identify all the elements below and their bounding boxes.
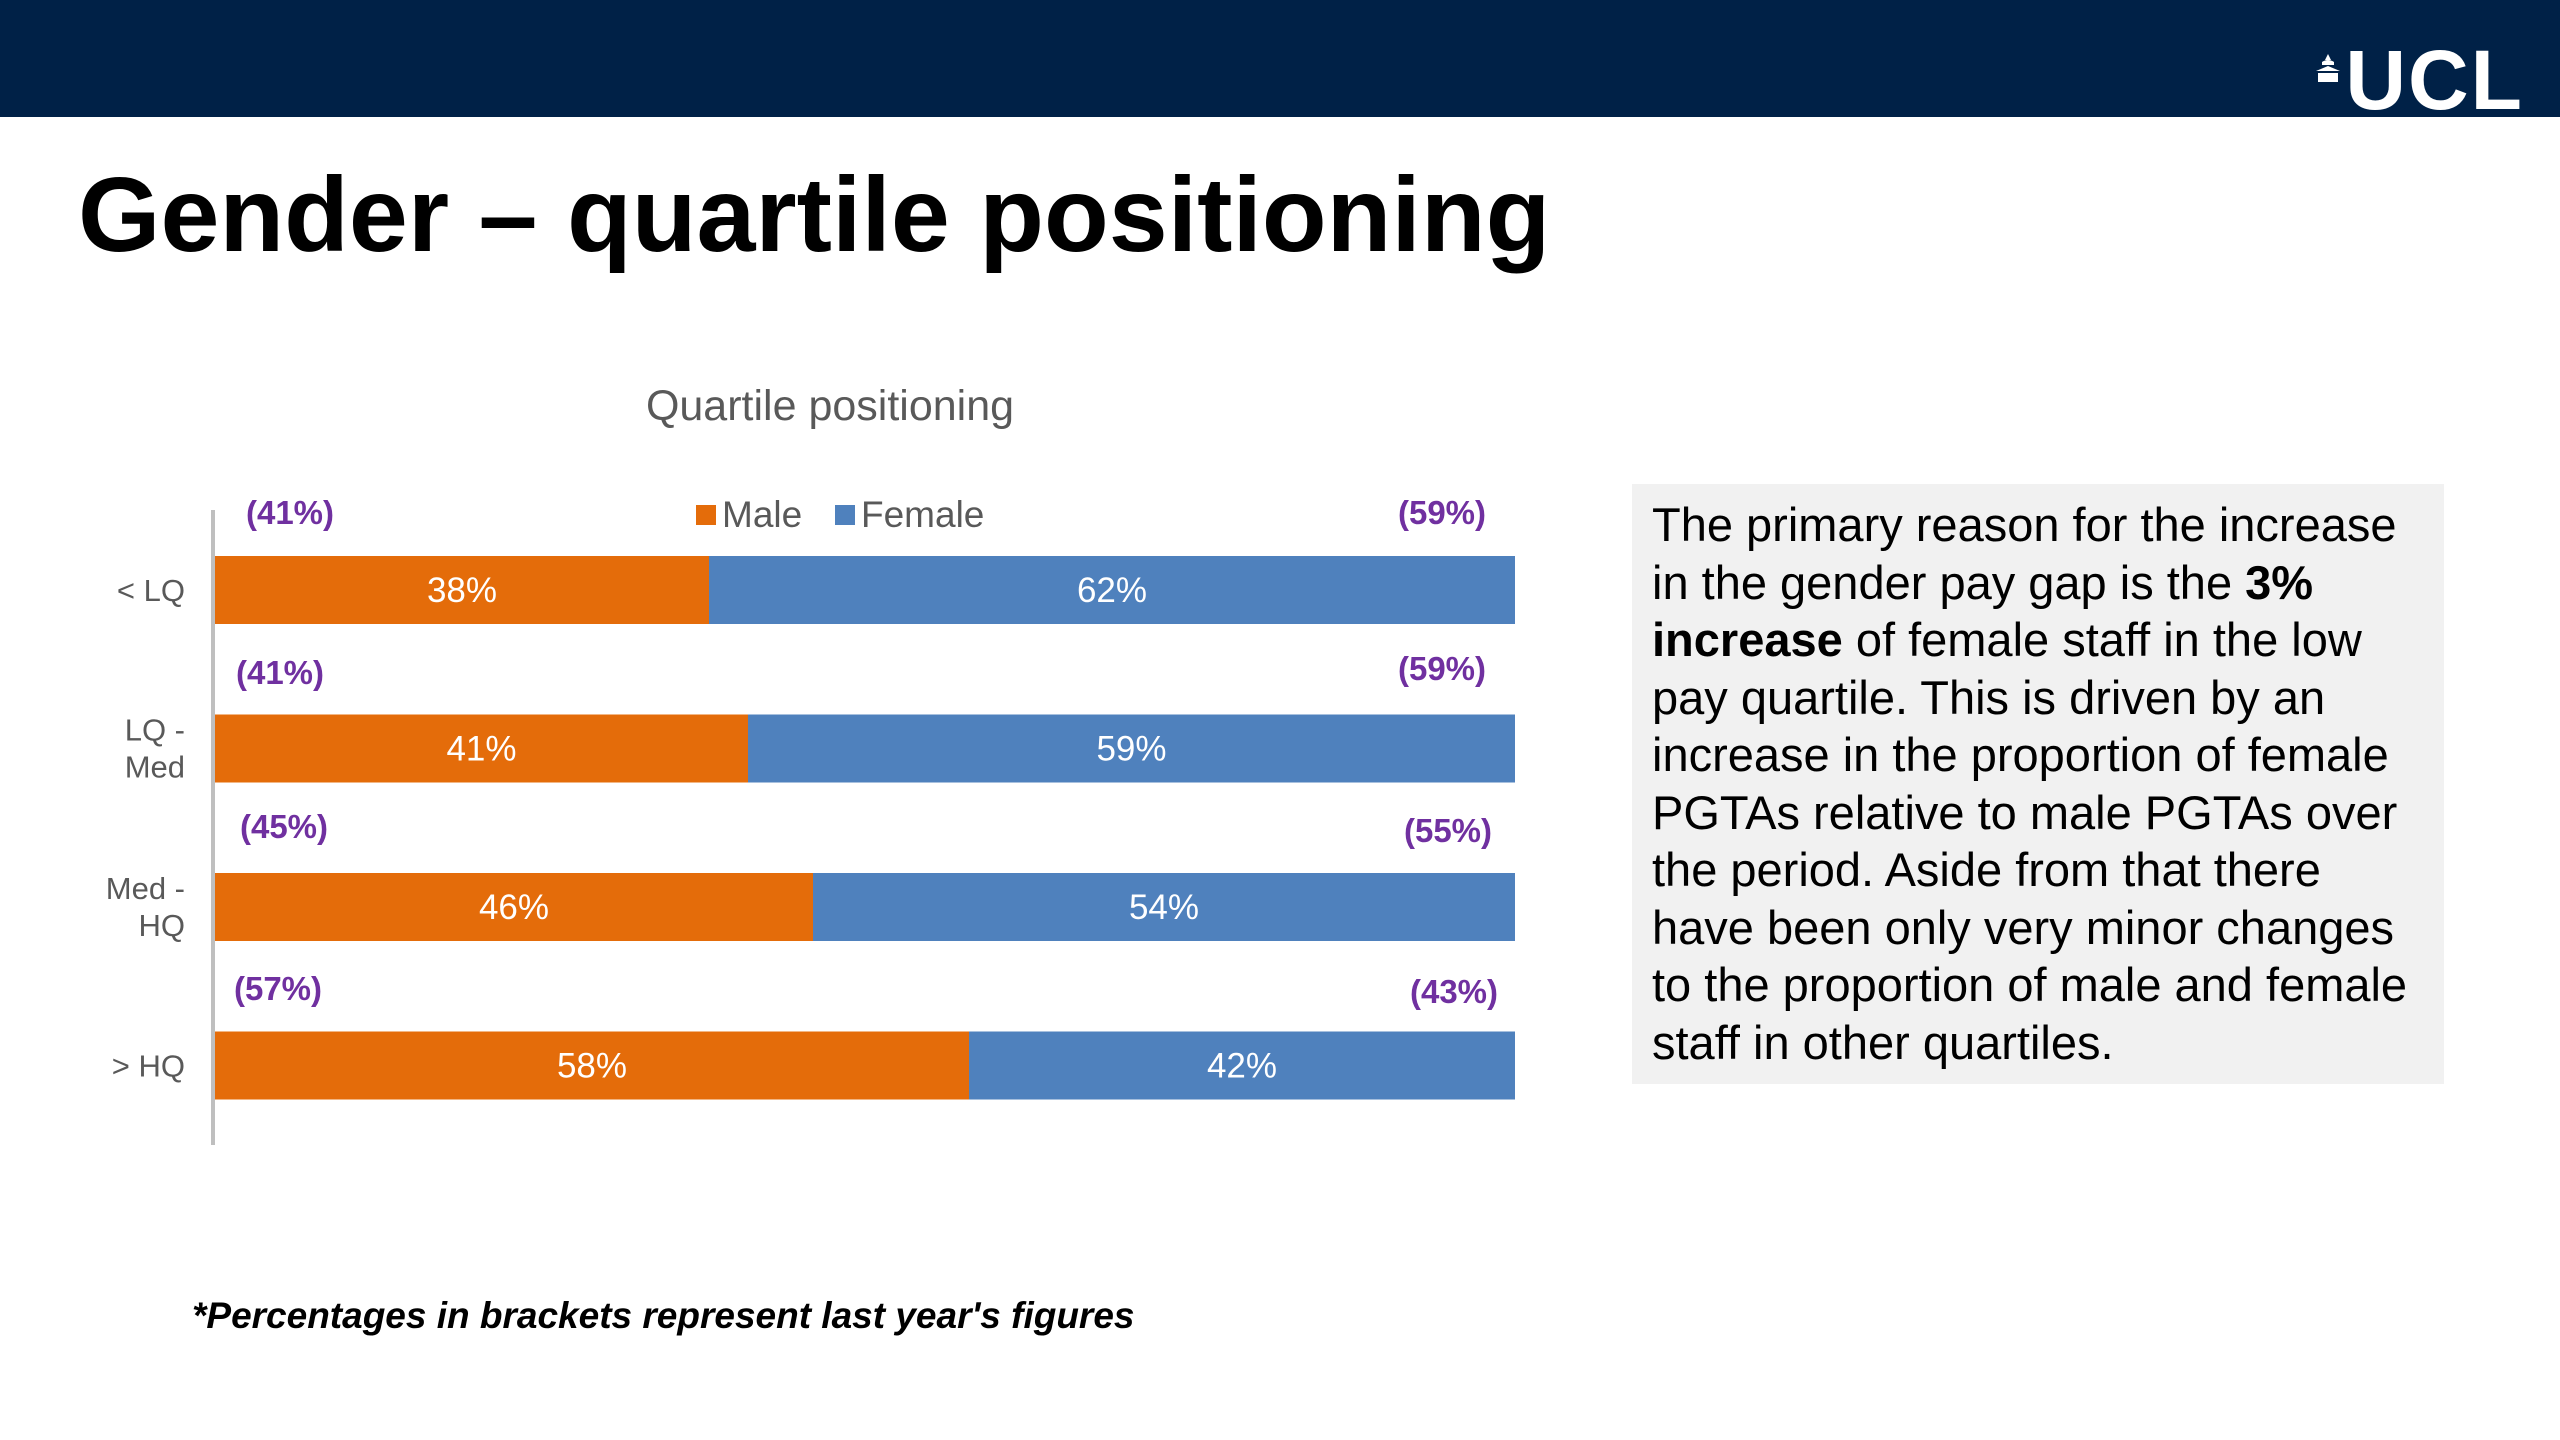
previous-year-label-female: (59%) <box>1398 494 1486 531</box>
bar-value-label: 38% <box>427 571 497 610</box>
footnote: *Percentages in brackets represent last … <box>192 1295 1135 1336</box>
bar-value-label: 59% <box>1096 730 1166 769</box>
bar-male <box>215 873 813 941</box>
previous-year-label-male: (41%) <box>246 494 334 531</box>
previous-year-label-female: (55%) <box>1404 812 1492 849</box>
bar-male <box>215 714 748 783</box>
bar-value-label: 41% <box>446 730 516 769</box>
explanation-box: The primary reason for the increase in t… <box>1632 484 2444 1084</box>
category-label: > HQ <box>112 1049 185 1084</box>
chart-title: Quartile positioning <box>646 382 1014 430</box>
slide-title: Gender – quartile positioning <box>78 156 1551 274</box>
legend-label-male: Male <box>722 494 802 535</box>
portico-icon <box>2316 54 2341 82</box>
previous-year-label-female: (43%) <box>1410 973 1498 1010</box>
category-label: Med <box>125 750 185 785</box>
bar-male <box>215 556 709 624</box>
explanation-text-start: The primary reason for the increase in t… <box>1652 498 2397 609</box>
bar-value-label: 42% <box>1207 1047 1277 1086</box>
bar-male <box>215 1031 969 1100</box>
bar-value-label: 58% <box>557 1047 627 1086</box>
bar-value-label: 62% <box>1077 571 1147 610</box>
ucl-logo: UCL <box>2315 33 2524 127</box>
explanation-text: The primary reason for the increase in t… <box>1652 496 2426 1071</box>
category-label: < LQ <box>117 573 185 608</box>
previous-year-label-female: (59%) <box>1398 650 1486 687</box>
bar-value-label: 46% <box>479 888 549 927</box>
category-label: Med - <box>106 871 185 906</box>
category-label: HQ <box>139 908 186 943</box>
legend-swatch-male <box>696 505 716 525</box>
previous-year-label-male: (45%) <box>240 808 328 845</box>
legend: Male Female <box>696 494 984 535</box>
explanation-text-emphasis: 3% increase <box>1652 555 2314 667</box>
bars: < LQ 38% 62% (41%) (59%) LQ -Med 41% 59% (41%) (5… <box>106 494 1515 1100</box>
bar-value-label: 54% <box>1129 888 1199 927</box>
bar-female <box>748 714 1515 783</box>
logo-text: UCL <box>2345 33 2524 127</box>
previous-year-label-male: (57%) <box>234 970 322 1007</box>
bar-female <box>813 873 1515 941</box>
category-label: LQ - <box>125 713 185 748</box>
bar-female <box>969 1031 1515 1100</box>
header-bar <box>0 0 2560 117</box>
legend-label-female: Female <box>861 494 984 535</box>
explanation-text-end: of female staff in the low pay quartile.… <box>1652 613 2408 1069</box>
previous-year-label-male: (41%) <box>236 654 324 691</box>
bar-female <box>709 556 1515 624</box>
legend-swatch-female <box>835 505 855 525</box>
